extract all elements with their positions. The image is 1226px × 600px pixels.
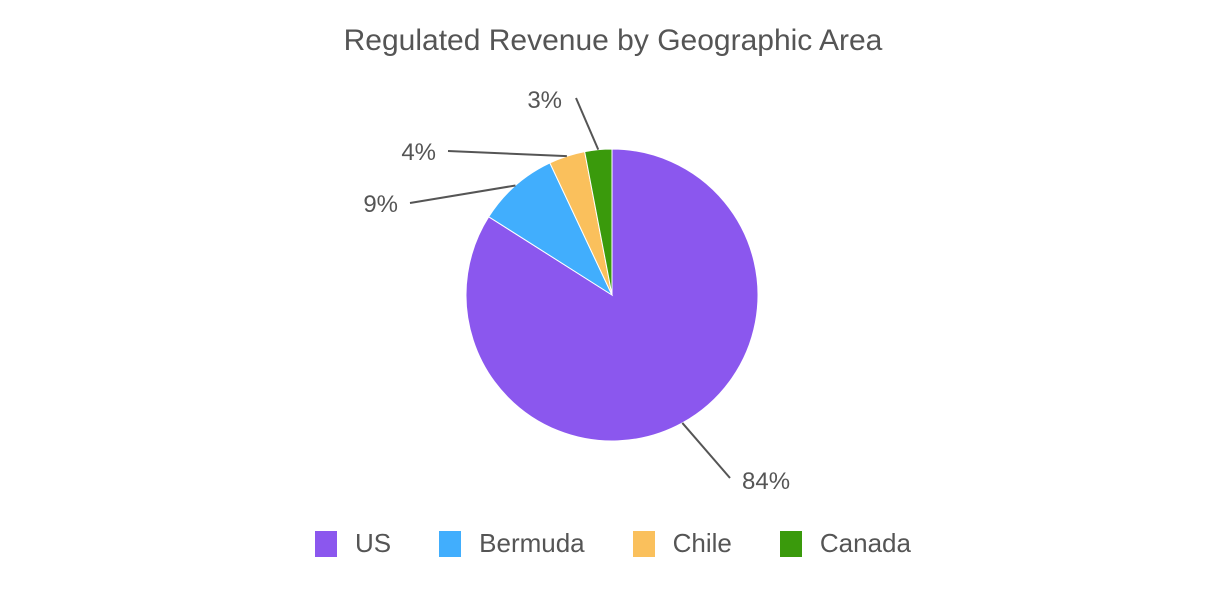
leader-line: [447, 150, 567, 158]
leader-line: [681, 422, 731, 479]
pie-slices: [465, 148, 759, 442]
pie-labels: 84% 9%4% 3%: [363, 87, 790, 495]
legend: US Bermuda Chile Canada: [0, 528, 1226, 559]
legend-label: Canada: [819, 528, 911, 558]
legend-swatch-us: [315, 530, 338, 557]
legend-label: US: [355, 528, 392, 558]
legend-item-bermuda[interactable]: Bermuda: [439, 528, 585, 559]
legend-item-chile[interactable]: Chile: [632, 528, 732, 559]
legend-swatch-canada: [779, 530, 802, 557]
leader-line: [575, 97, 600, 151]
slice-label-us: 84%: [742, 468, 790, 495]
slice-label-canada: 3%: [527, 87, 562, 114]
legend-label: Bermuda: [479, 528, 585, 558]
chart-title: Regulated Revenue by Geographic Area: [343, 24, 883, 57]
legend-item-canada[interactable]: Canada: [779, 528, 911, 559]
leader-line: [409, 184, 516, 204]
legend-label: Chile: [672, 528, 732, 558]
legend-swatch-chile: [632, 530, 655, 557]
slice-label-bermuda: 9%: [363, 191, 398, 218]
legend-item-us[interactable]: US: [315, 528, 391, 559]
pie-slice-bermuda[interactable]: [488, 162, 614, 297]
legend-swatch-bermuda: [439, 530, 462, 557]
slice-label-chile: 4%: [401, 139, 436, 166]
